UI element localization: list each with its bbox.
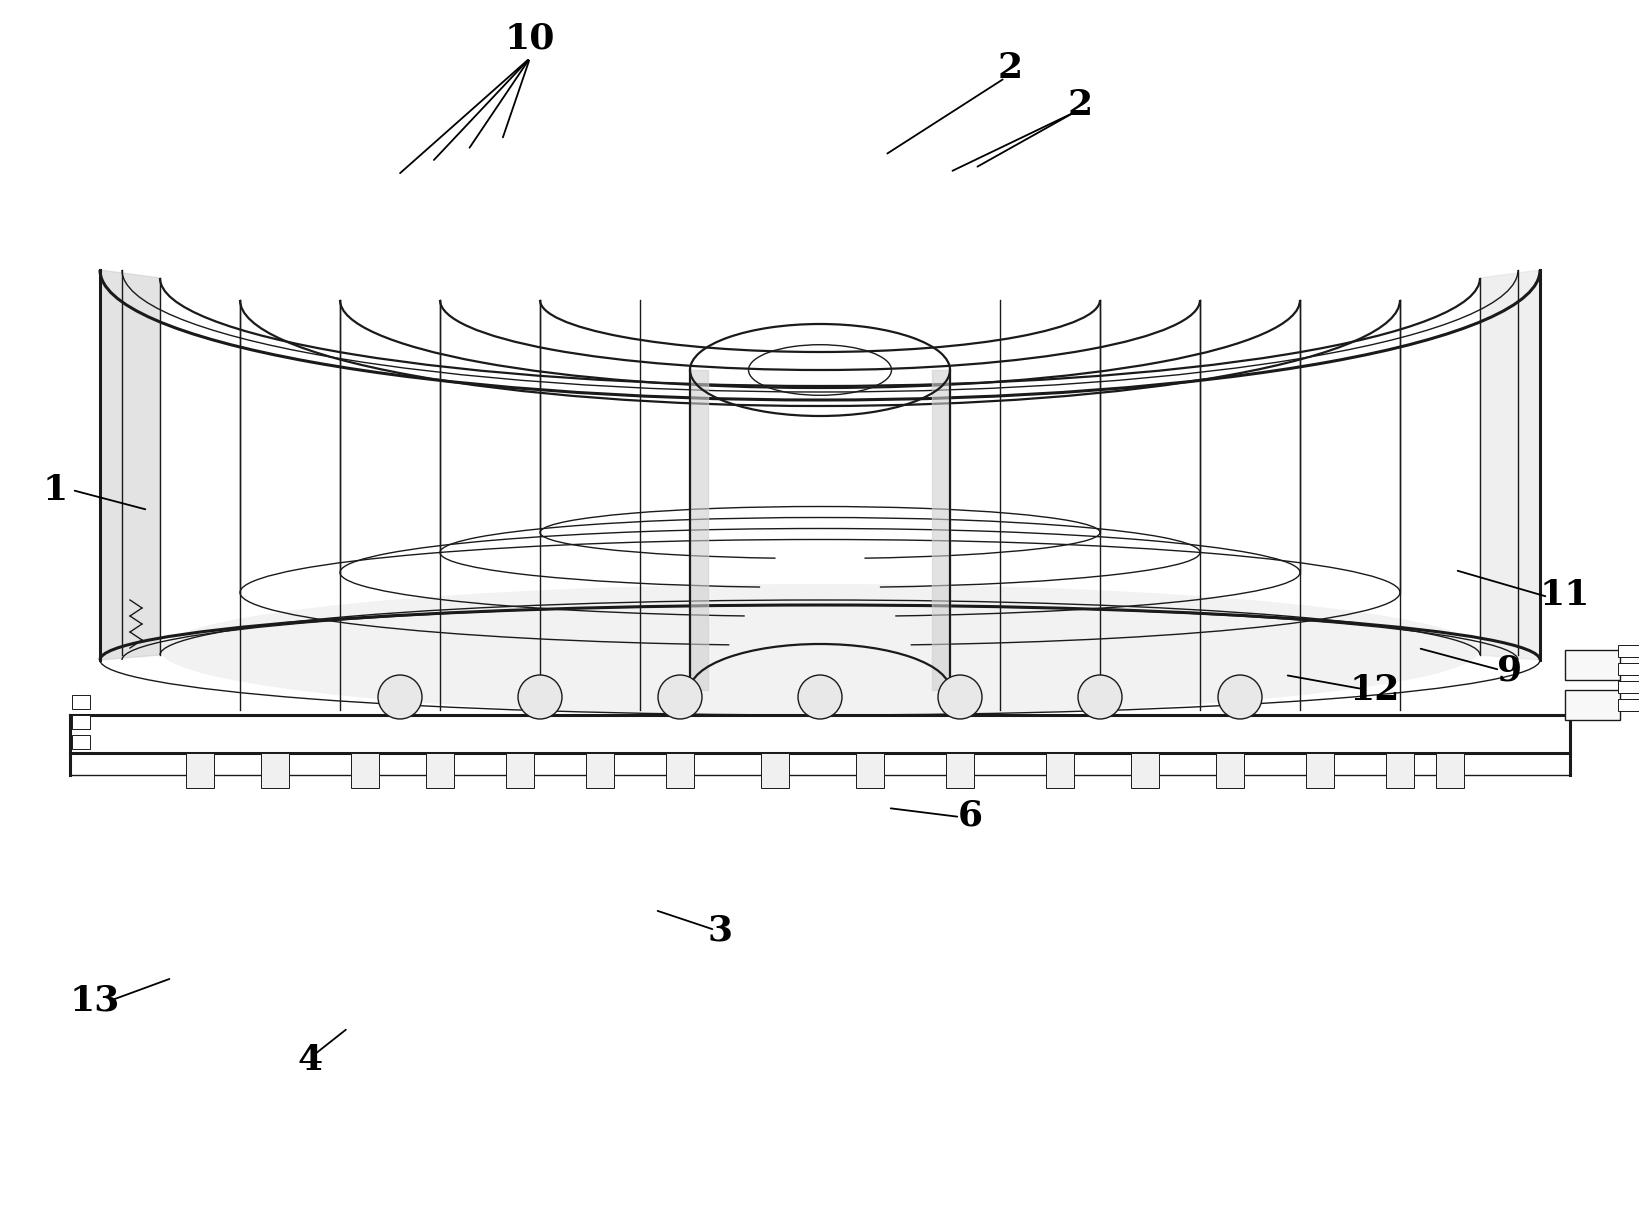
Text: 4: 4 (297, 1043, 323, 1077)
Polygon shape (1478, 271, 1539, 660)
Bar (760, 753, 788, 788)
Polygon shape (100, 271, 161, 660)
Bar (185, 753, 213, 788)
Bar (72, 715, 90, 730)
Bar (72, 734, 90, 749)
Text: 10: 10 (505, 21, 556, 55)
Circle shape (798, 674, 841, 718)
Bar (856, 753, 883, 788)
Text: 9: 9 (1496, 652, 1521, 687)
Bar (1046, 753, 1074, 788)
Circle shape (657, 674, 701, 718)
Text: 3: 3 (706, 913, 733, 947)
Bar (1564, 650, 1619, 681)
Bar (946, 753, 974, 788)
Bar (261, 753, 288, 788)
Bar (585, 753, 613, 788)
Bar (1436, 753, 1464, 788)
Bar (1618, 699, 1639, 711)
Bar (72, 695, 90, 709)
Circle shape (377, 674, 421, 718)
Bar (1385, 753, 1413, 788)
Text: 13: 13 (70, 983, 120, 1017)
Bar (665, 753, 693, 788)
Bar (506, 753, 534, 788)
Circle shape (1077, 674, 1121, 718)
Text: 6: 6 (957, 798, 982, 832)
Text: 11: 11 (1539, 578, 1590, 612)
Bar (1131, 753, 1159, 788)
Bar (1618, 663, 1639, 674)
Bar (1564, 690, 1619, 720)
Bar (351, 753, 379, 788)
Bar (1618, 681, 1639, 693)
Circle shape (518, 674, 562, 718)
Text: 2: 2 (997, 51, 1023, 84)
Circle shape (938, 674, 982, 718)
Ellipse shape (161, 584, 1478, 716)
Text: 12: 12 (1349, 673, 1400, 707)
Bar (426, 753, 454, 788)
Circle shape (1218, 674, 1262, 718)
Bar (1618, 645, 1639, 657)
Text: 2: 2 (1067, 88, 1092, 122)
Bar (1305, 753, 1333, 788)
Text: 1: 1 (43, 472, 67, 507)
Bar (1214, 753, 1244, 788)
